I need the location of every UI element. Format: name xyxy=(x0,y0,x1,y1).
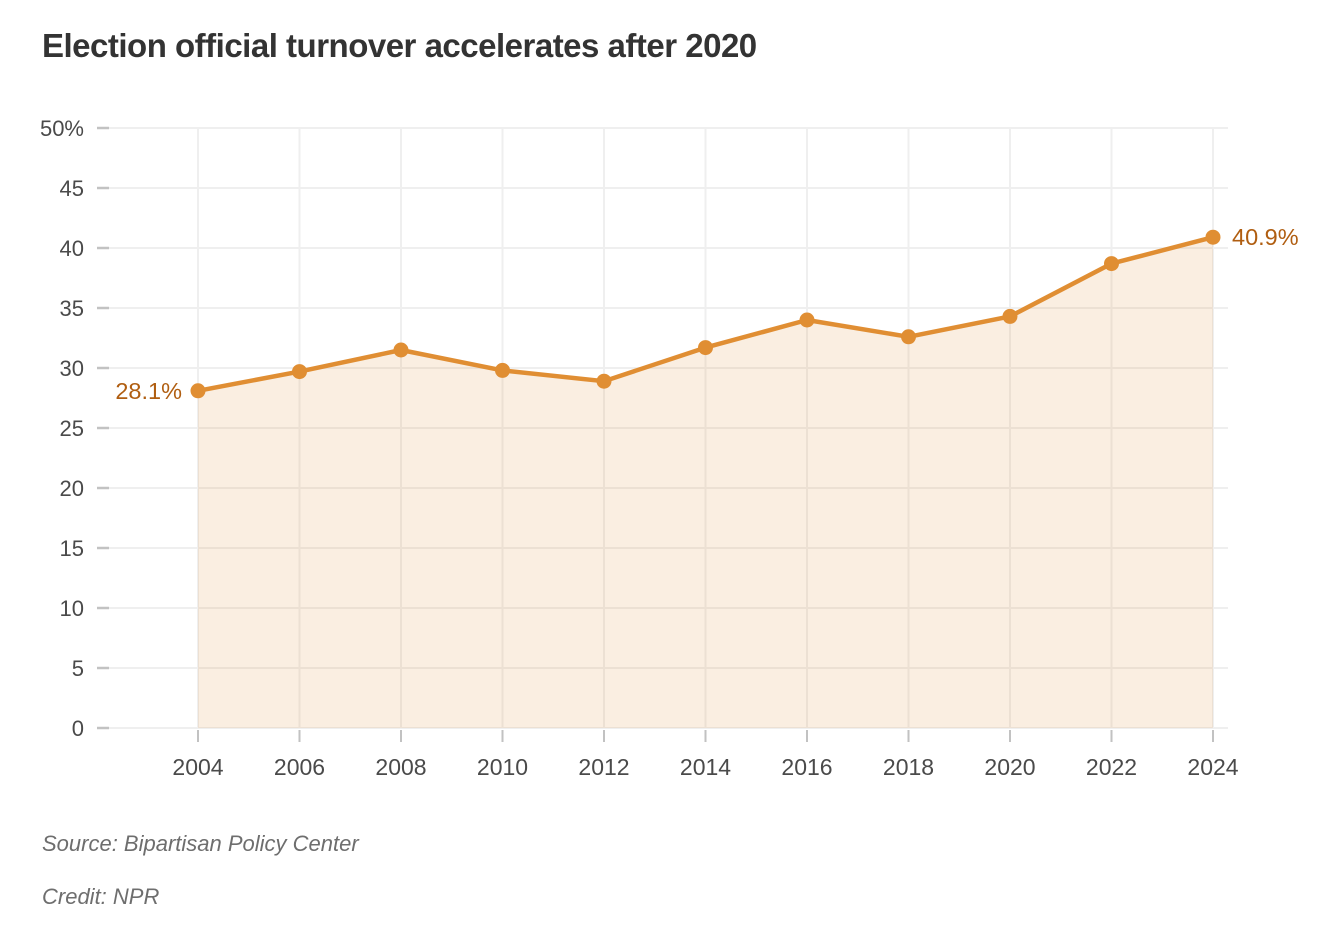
x-axis-label: 2020 xyxy=(984,754,1035,780)
data-point-2018 xyxy=(901,329,916,345)
source-note: Source: Bipartisan Policy Center xyxy=(42,831,359,856)
data-point-2010 xyxy=(495,362,510,378)
x-axis-label: 2006 xyxy=(274,754,325,780)
data-point-2024 xyxy=(1205,229,1221,245)
credit-note: Credit: NPR xyxy=(42,884,160,909)
data-point-2020 xyxy=(1002,308,1018,324)
y-axis-label: 10 xyxy=(60,596,84,621)
data-point-2022 xyxy=(1104,256,1119,272)
data-point-2012 xyxy=(596,373,612,389)
x-axis-label: 2016 xyxy=(781,754,832,780)
y-axis-label: 35 xyxy=(60,296,84,321)
y-axis-label: 45 xyxy=(60,176,84,201)
x-axis-label: 2012 xyxy=(578,754,629,780)
y-axis-label: 20 xyxy=(60,476,84,501)
data-point-2016 xyxy=(799,312,815,328)
data-point-2004 xyxy=(190,383,206,399)
data-point-label: 28.1% xyxy=(115,378,182,404)
data-point-2014 xyxy=(698,340,713,356)
x-axis-label: 2018 xyxy=(883,754,934,780)
x-axis-label: 2024 xyxy=(1187,754,1238,780)
y-axis-label: 5 xyxy=(72,656,84,681)
data-point-2006 xyxy=(292,364,307,380)
x-axis-label: 2022 xyxy=(1086,754,1137,780)
y-axis-label: 40 xyxy=(60,236,84,261)
data-point-label: 40.9% xyxy=(1232,224,1299,250)
y-axis-label: 50% xyxy=(40,116,84,141)
y-axis-label: 0 xyxy=(72,716,84,741)
x-axis-label: 2008 xyxy=(375,754,426,780)
chart-title: Election official turnover accelerates a… xyxy=(42,27,757,64)
y-axis-label: 25 xyxy=(60,416,84,441)
y-axis-label: 15 xyxy=(60,536,84,561)
y-axis-label: 30 xyxy=(60,356,84,381)
area-fill xyxy=(198,237,1213,728)
data-point-2008 xyxy=(393,342,409,358)
x-axis-label: 2004 xyxy=(172,754,223,780)
x-axis-label: 2014 xyxy=(680,754,731,780)
x-axis-label: 2010 xyxy=(477,754,528,780)
